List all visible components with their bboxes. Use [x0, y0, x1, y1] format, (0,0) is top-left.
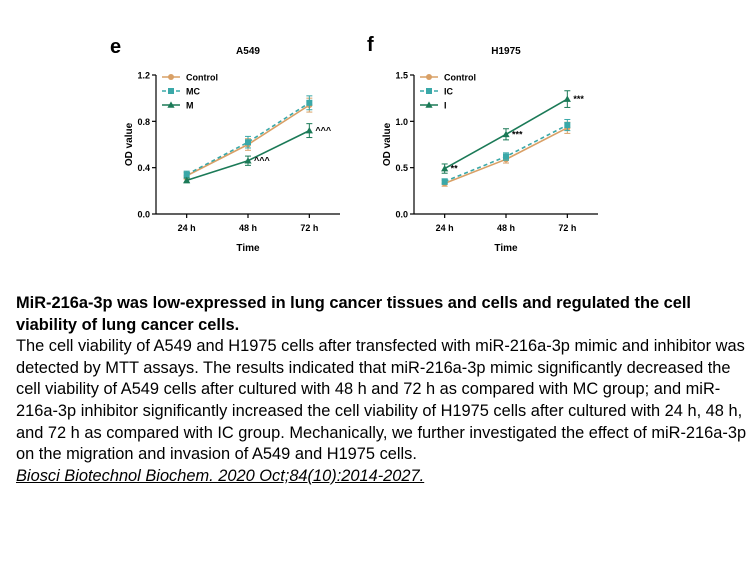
series-2	[183, 123, 313, 184]
chart-h1975: H1975 0.0 0.5 1.0 1.5 24 h 48 h 72 h Time OD valu…	[382, 46, 598, 254]
x-tick-label: 24 h	[178, 223, 196, 233]
caption-title: MiR-216a-3p was low-expressed in lung ca…	[16, 294, 691, 334]
citation-link[interactable]: Biosci Biotechnol Biochem. 2020 Oct;84(1…	[16, 466, 425, 485]
x-tick-label: 48 h	[497, 223, 515, 233]
significance-annotation: ***	[573, 94, 584, 104]
chart-a549: A549 0.0 0.4 0.8 1.2 24 h 48 h 72 h Time OD value…	[124, 46, 340, 254]
y-tick-label: 0.4	[137, 163, 150, 173]
legend-marker	[425, 101, 433, 108]
figure-caption: MiR-216a-3p was low-expressed in lung ca…	[16, 293, 751, 487]
data-point	[441, 178, 448, 185]
y-tick-label: 0.5	[395, 163, 408, 173]
legend-label: I	[444, 101, 447, 111]
y-axis-label: OD value	[124, 122, 135, 166]
y-tick-label: 1.0	[395, 117, 408, 127]
legend-label: IC	[444, 87, 454, 97]
y-tick-label: 0.8	[137, 117, 150, 127]
legend-marker	[168, 88, 174, 94]
significance-annotation: ^^^	[315, 126, 332, 136]
series-2	[441, 90, 571, 174]
series-1	[183, 95, 313, 179]
y-tick-label: 1.5	[395, 71, 408, 81]
data-point	[244, 157, 252, 164]
significance-annotation: ^^^	[254, 156, 271, 166]
data-point	[502, 130, 510, 138]
x-tick-label: 48 h	[239, 223, 257, 233]
significance-annotation: ***	[512, 129, 523, 139]
series-1	[441, 118, 571, 185]
panel-letter-e: e	[110, 36, 122, 58]
caption-body: The cell viability of A549 and H1975 cel…	[16, 337, 747, 464]
panel-letter-f: f	[367, 34, 374, 56]
data-point	[183, 171, 190, 178]
legend-marker	[426, 74, 432, 80]
data-point	[441, 164, 449, 172]
significance-annotation: **	[451, 164, 459, 174]
data-point	[564, 122, 571, 129]
y-tick-label: 0.0	[137, 210, 150, 220]
data-point	[563, 95, 571, 102]
legend-label: Control	[186, 73, 218, 83]
y-tick-label: 1.2	[137, 71, 150, 81]
x-tick-label: 24 h	[436, 223, 454, 233]
chart-title: H1975	[491, 46, 521, 57]
legend-label: Control	[444, 73, 476, 83]
x-axis-label: Time	[236, 243, 260, 254]
data-point	[183, 176, 191, 184]
chart-title: A549	[236, 46, 260, 57]
legend-label: M	[186, 101, 194, 111]
legend-label: MC	[186, 87, 200, 97]
y-axis-label: OD value	[382, 122, 393, 166]
series-line	[186, 102, 310, 176]
y-tick-label: 0.0	[395, 210, 408, 220]
data-point	[245, 139, 251, 146]
legend-marker	[426, 88, 432, 94]
x-tick-label: 72 h	[300, 223, 318, 233]
data-point	[503, 153, 509, 160]
legend-marker	[168, 74, 174, 80]
x-tick-label: 72 h	[558, 223, 576, 233]
legend-marker	[167, 101, 175, 108]
data-point	[306, 99, 313, 106]
data-point	[305, 127, 313, 134]
x-axis-label: Time	[494, 243, 518, 254]
